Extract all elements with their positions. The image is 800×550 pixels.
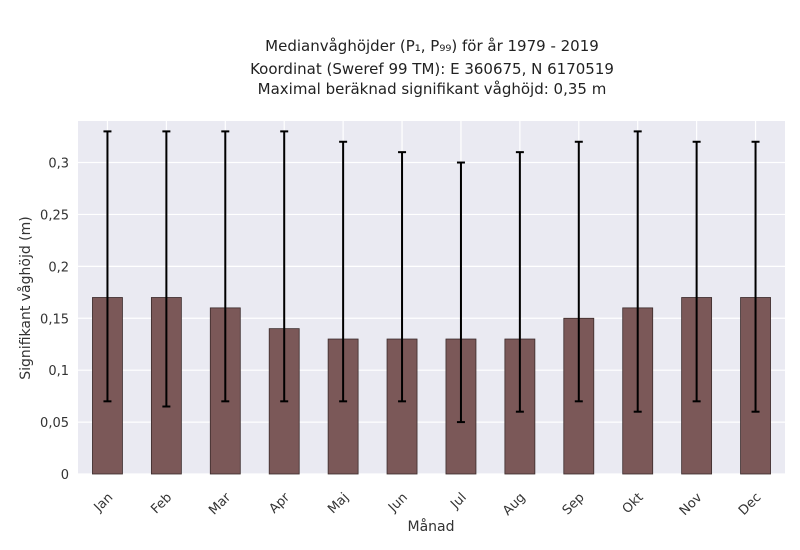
plot-area: [78, 121, 785, 474]
y-tick-label: 0,15: [40, 312, 69, 327]
y-tick-label: 0,2: [48, 260, 69, 275]
x-tick-label-jun: Jun: [385, 490, 411, 516]
x-tick-label-sep: Sep: [560, 490, 588, 518]
error-bar-aug: [515, 151, 524, 413]
y-tick-label: 0: [61, 468, 69, 483]
error-bar-jun: [398, 151, 407, 403]
error-bar-dec: [751, 140, 760, 413]
x-tick-label-apr: Apr: [267, 490, 294, 517]
x-tick-label-dec: Dec: [736, 490, 764, 518]
error-bar-feb: [162, 130, 171, 408]
error-bar-okt: [633, 130, 642, 413]
y-tick-label: 0,1: [48, 364, 69, 379]
x-tick-label-feb: Feb: [148, 490, 175, 517]
x-tick-label-nov: Nov: [677, 490, 706, 519]
x-tick-label-aug: Aug: [500, 490, 529, 519]
x-tick-label-mar: Mar: [206, 490, 234, 518]
error-bars: [103, 130, 760, 424]
error-bar-jul: [456, 161, 465, 424]
error-bar-apr: [280, 130, 289, 403]
y-tick-label: 0,3: [48, 157, 69, 172]
error-bar-nov: [692, 140, 701, 403]
y-axis-label: Signifikant våghöjd (m): [17, 216, 34, 379]
chart-title: Medianvåghöjder (P₁, P₉₉) för år 1979 - …: [250, 37, 614, 98]
error-bar-sep: [574, 140, 583, 403]
chart-title-line-3: Maximal beräknad signifikant våghöjd: 0,…: [258, 80, 607, 98]
x-tick-label-jul: Jul: [447, 490, 469, 512]
y-tick-label: 0,05: [40, 416, 69, 431]
error-bar-jan: [103, 130, 112, 403]
chart-title-line-2: Koordinat (Sweref 99 TM): E 360675, N 61…: [250, 60, 614, 78]
chart-title-line-1: Medianvåghöjder (P₁, P₉₉) för år 1979 - …: [265, 37, 599, 55]
y-axis-ticks: 0 0,05 0,1 0,15 0,2 0,25 0,3: [40, 157, 69, 483]
y-tick-label: 0,25: [40, 208, 69, 223]
error-bar-mar: [221, 130, 230, 403]
x-tick-label-maj: Maj: [325, 490, 352, 517]
x-tick-label-okt: Okt: [620, 490, 647, 517]
x-axis-label: Månad: [408, 518, 455, 535]
error-bar-maj: [339, 140, 348, 403]
x-tick-label-jan: Jan: [91, 490, 116, 515]
x-axis-ticks: Jan Feb Mar Apr Maj Jun Jul Aug Sep Okt Nov Dec: [91, 490, 765, 519]
